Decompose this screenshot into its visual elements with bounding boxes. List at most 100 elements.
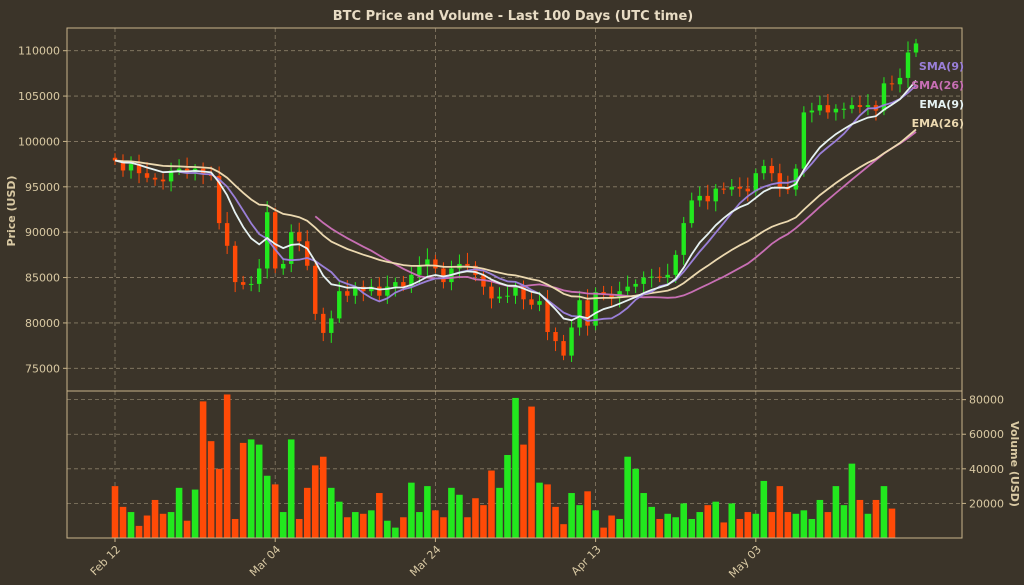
candle-body: [609, 293, 614, 298]
candle-body: [248, 283, 254, 285]
volume-bar: [159, 513, 167, 538]
candle-body: [297, 232, 302, 242]
candle-body: [881, 83, 887, 111]
candle-body: [753, 173, 759, 192]
candle-body: [289, 232, 294, 264]
price-tick-label: 105000: [18, 90, 60, 103]
volume-bar: [632, 468, 639, 538]
volume-bar: [848, 463, 856, 538]
candle-body: [593, 292, 598, 326]
legend: SMA(9) SMA(26) EMA(9) EMA(26): [911, 60, 964, 130]
volume-tick-label: 20000: [969, 497, 1004, 510]
candle-body: [761, 165, 767, 174]
candle-body: [673, 254, 678, 275]
candle-body: [745, 188, 750, 192]
price-tick-label: 85000: [25, 272, 60, 285]
volume-bar: [424, 486, 431, 538]
price-panel-frame: [66, 27, 963, 392]
volume-bar: [295, 518, 303, 538]
price-tick-label: 110000: [18, 45, 60, 58]
volume-bar: [504, 454, 511, 538]
candle-body: [505, 295, 510, 297]
volume-bar: [352, 512, 359, 538]
volume-bar: [448, 487, 455, 538]
legend-entry-ema9: EMA(9): [919, 98, 964, 111]
candle-body: [809, 110, 815, 113]
volume-bar: [472, 498, 479, 538]
price-panel: [112, 38, 919, 362]
x-tick-label: Mar 24: [407, 543, 443, 579]
candle-body: [905, 52, 911, 78]
candle-body: [417, 265, 422, 275]
price-tick-label: 80000: [25, 317, 60, 330]
volume-tick-label: 40000: [969, 463, 1004, 476]
candle-body: [689, 200, 694, 224]
volume-bar: [303, 487, 311, 538]
x-tick-label: May 03: [726, 543, 764, 581]
axes: 75000 80000 85000 90000 95000 100000 105000 110…: [18, 27, 1004, 581]
volume-bar: [408, 482, 415, 538]
volume-bar: [384, 520, 391, 538]
volume-bar: [135, 525, 143, 538]
volume-bar: [536, 482, 543, 538]
volume-bar: [560, 524, 567, 538]
candle-body: [625, 286, 630, 292]
legend-entry-sma9: SMA(9): [919, 60, 964, 73]
candle-body: [377, 286, 382, 296]
volume-bar: [576, 505, 583, 538]
volume-bar: [872, 499, 880, 538]
volume-tick-label: 60000: [969, 428, 1004, 441]
candle-body: [433, 259, 438, 269]
candle-body: [473, 265, 478, 275]
candle-body: [112, 157, 118, 161]
candle-body: [144, 173, 150, 178]
candle-body: [160, 179, 166, 182]
candle-body: [128, 164, 134, 171]
volume-bar: [856, 499, 864, 538]
volume-bar: [376, 493, 383, 538]
x-tick-label: Mar 04: [247, 543, 283, 579]
volume-bar: [840, 505, 848, 538]
volume-bar: [512, 397, 519, 538]
candle-body: [769, 165, 775, 174]
volume-bar: [888, 508, 896, 538]
price-tick-label: 75000: [25, 362, 60, 375]
candle-body: [865, 105, 871, 107]
candle-body: [489, 286, 494, 299]
legend-entry-sma26: SMA(26): [911, 79, 964, 92]
candle-body: [569, 327, 574, 356]
candle-body: [657, 276, 662, 278]
volume-bar: [592, 510, 599, 538]
candle-body: [833, 108, 839, 113]
volume-bar: [648, 506, 655, 538]
volume-bar: [319, 456, 327, 538]
candle-body: [240, 282, 246, 285]
volume-bar: [760, 480, 768, 538]
volume-bar: [119, 506, 127, 538]
volume-bar: [488, 470, 495, 538]
volume-bar: [704, 505, 712, 538]
volume-bar: [143, 515, 151, 538]
volume-bar: [496, 487, 503, 538]
volume-bar: [800, 510, 808, 538]
volume-bar: [191, 489, 199, 538]
volume-panel: [111, 394, 896, 538]
volume-bar: [416, 512, 423, 538]
volume-axis-label: Volume (USD): [1008, 421, 1021, 507]
volume-bar: [608, 515, 615, 538]
volume-bar: [528, 406, 535, 538]
candle-body: [705, 195, 710, 202]
candle-body: [529, 299, 534, 305]
candle-body: [585, 300, 590, 326]
price-tick-label: 100000: [18, 135, 60, 148]
candle-body: [497, 296, 502, 299]
volume-bar: [392, 527, 399, 538]
volume-bar: [520, 444, 527, 538]
volume-bar: [247, 439, 255, 538]
volume-bar: [456, 494, 463, 538]
volume-bar: [640, 493, 647, 538]
volume-bar: [432, 510, 439, 538]
candle-body: [232, 245, 238, 283]
volume-bar: [624, 456, 631, 538]
